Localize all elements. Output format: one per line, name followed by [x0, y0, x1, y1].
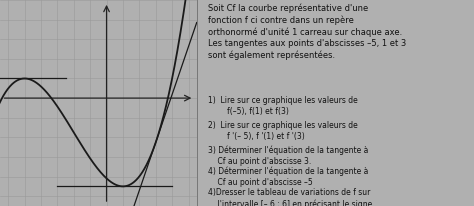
Text: 2)  Lire sur ce graphique les valeurs de
        f '(– 5), f '(1) et f '(3): 2) Lire sur ce graphique les valeurs de … [208, 121, 357, 141]
Text: 3) Déterminer l'équation de la tangente à
    Cf au point d'abscisse 3.: 3) Déterminer l'équation de la tangente … [208, 145, 368, 166]
Text: 4)Dresser le tableau de variations de f sur
    l'intervalle [– 6 ; 6] en précis: 4)Dresser le tableau de variations de f … [208, 188, 372, 206]
Text: 4) Déterminer l'équation de la tangente à
    Cf au point d'abscisse –5: 4) Déterminer l'équation de la tangente … [208, 167, 368, 187]
Text: Soit Cf la courbe représentative d'une
fonction f ci contre dans un repère
ortho: Soit Cf la courbe représentative d'une f… [208, 3, 406, 60]
Text: 1)  Lire sur ce graphique les valeurs de
        f(–5), f(1) et f(3): 1) Lire sur ce graphique les valeurs de … [208, 96, 357, 116]
